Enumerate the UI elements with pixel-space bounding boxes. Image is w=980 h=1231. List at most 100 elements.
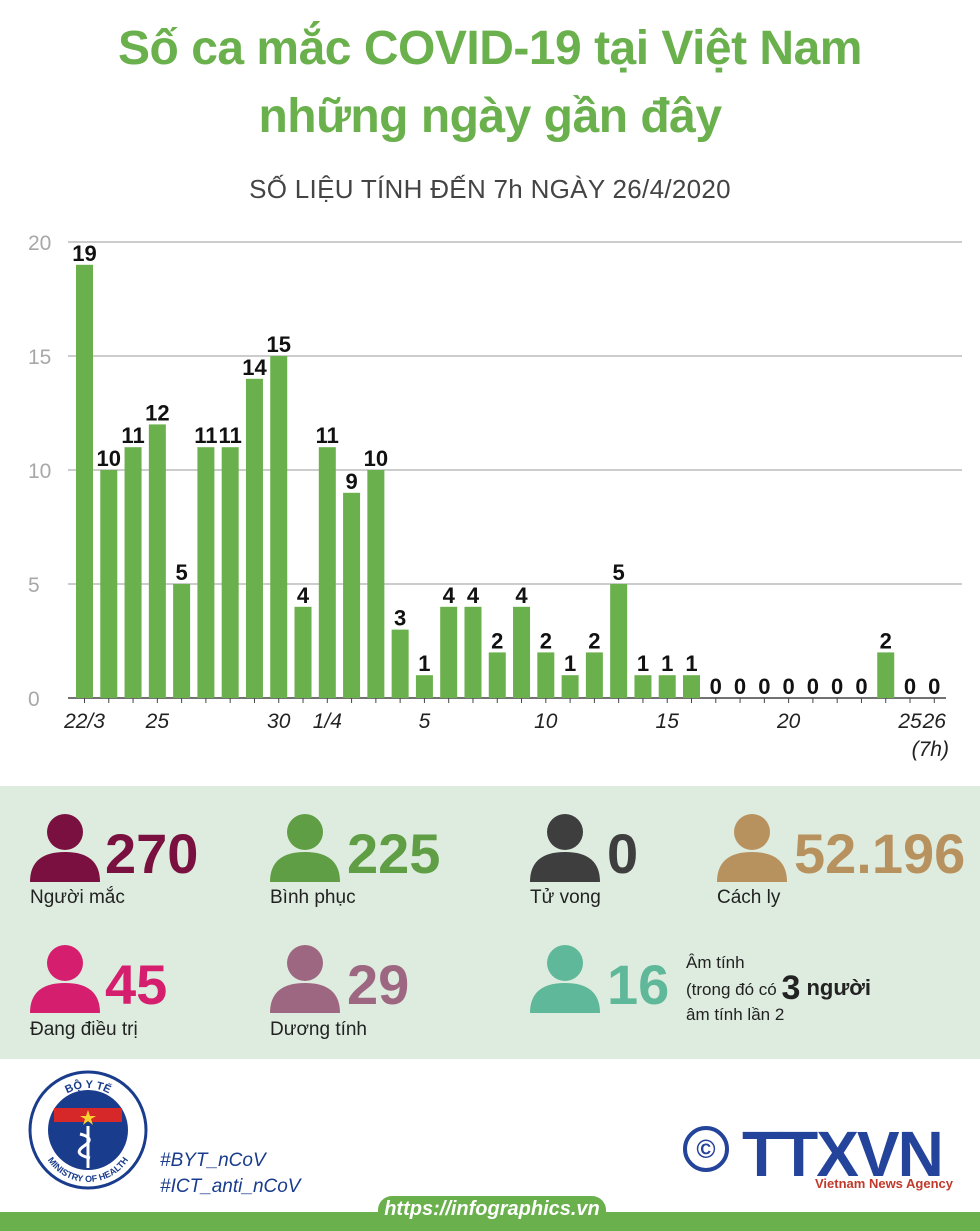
bar-value-label: 1 [661, 651, 673, 676]
stat-positive-value: 29 [347, 953, 410, 1016]
ministry-of-health-logo: BỘ Y TẾ MINISTRY OF HEALTH [28, 1070, 148, 1190]
bar-value-label: 0 [928, 674, 940, 699]
x-tick-label: 20 [776, 710, 801, 733]
x-tick-label: 15 [656, 710, 680, 733]
url-tab [378, 1196, 606, 1231]
negative-label: Âm tính [686, 953, 745, 972]
bar [513, 606, 531, 698]
bar [173, 584, 191, 698]
bar [877, 652, 895, 698]
bar-value-label: 1 [564, 651, 576, 676]
bar-value-label: 0 [855, 674, 867, 699]
bar [415, 675, 433, 698]
bar-value-label: 15 [266, 332, 290, 357]
x-tick-label: 10 [534, 710, 558, 733]
x-tick-label: 25 [897, 710, 922, 733]
stat-negative-note: Âm tính (trong đó có 3 người âm tính lần… [686, 950, 871, 1027]
hashtags: #BYT_nCoV #ICT_anti_nCoV [160, 1148, 300, 1200]
bar [124, 447, 142, 698]
bar [683, 675, 700, 698]
y-tick-label: 15 [28, 346, 51, 369]
stat-positive-label: Dương tính [270, 1019, 368, 1040]
x-tick-label: 26 [922, 710, 947, 733]
bar-value-label: 19 [72, 241, 96, 266]
stat-deaths-label: Tử vong [530, 887, 601, 908]
x-tick-label: 25 [145, 710, 170, 733]
bar-value-label: 2 [880, 628, 892, 653]
bar-value-label: 2 [588, 628, 600, 653]
agency-subtitle: Vietnam News Agency [815, 1176, 953, 1191]
bar [76, 264, 93, 698]
stats-panel [0, 786, 980, 1059]
stat-treating-value: 45 [105, 953, 168, 1016]
x-tick-label: 22/3 [63, 710, 105, 733]
bar-value-label: 1 [637, 651, 649, 676]
bar [197, 447, 215, 698]
hashtag-byt: #BYT_nCoV [160, 1150, 266, 1171]
stat-recovered-value: 225 [347, 822, 441, 885]
stat-recovered-label: Bình phục [270, 887, 356, 908]
x-tick-note: (7h) [912, 738, 949, 761]
bar-value-label: 9 [345, 469, 357, 494]
negative-note-line3: âm tính lần 2 [686, 1005, 785, 1024]
bar [245, 378, 263, 698]
bar-value-label: 0 [758, 674, 770, 699]
bar [343, 492, 361, 698]
stat-quarantine-label: Cách ly [717, 887, 781, 908]
y-tick-label: 10 [28, 460, 51, 483]
y-tick-label: 20 [28, 232, 51, 255]
bar [367, 470, 385, 698]
source-url[interactable]: https://infographics.vn [384, 1198, 600, 1220]
bar [561, 675, 579, 698]
stat-infected-label: Người mắc [30, 887, 125, 908]
bar [391, 629, 409, 698]
bar-value-label: 0 [782, 674, 794, 699]
person-icon [530, 814, 600, 882]
bar-value-label: 5 [175, 560, 187, 585]
stat-quarantine-value: 52.196 [794, 822, 966, 885]
bar-value-label: 4 [467, 583, 480, 608]
bar-value-label: 4 [297, 583, 310, 608]
bar [294, 606, 312, 698]
bar-value-label: 0 [904, 674, 916, 699]
bar-value-label: 10 [97, 446, 121, 471]
subtitle: SỐ LIỆU TÍNH ĐẾN 7h NGÀY 26/4/2020 [249, 174, 731, 204]
bar-value-label: 10 [364, 446, 388, 471]
bar [537, 652, 555, 698]
person-icon [270, 945, 340, 1013]
x-tick-label: 5 [419, 710, 431, 733]
y-tick-label: 0 [28, 688, 40, 711]
bar-value-label: 11 [219, 423, 242, 448]
negative-note-line2: (trong đó có 3 người [686, 969, 872, 1007]
bar-value-label: 14 [242, 355, 267, 380]
bar-value-label: 2 [540, 628, 552, 653]
person-icon [717, 814, 787, 882]
stat-infected-value: 270 [105, 822, 199, 885]
bar [610, 584, 628, 698]
title-line-2: những ngày gần đây [258, 90, 722, 143]
agency-logo: TTXVN [742, 1118, 944, 1190]
bar [440, 606, 458, 698]
bar [658, 675, 676, 698]
x-tick-label: 30 [267, 710, 291, 733]
bar-value-label: 11 [121, 423, 144, 448]
title-line-1: Số ca mắc COVID-19 tại Việt Nam [118, 22, 862, 75]
bar [634, 675, 652, 698]
stat-treating-label: Đang điều trị [30, 1019, 138, 1040]
bar-value-label: 1 [418, 651, 430, 676]
bar-value-label: 11 [194, 423, 217, 448]
bar-value-label: 4 [443, 583, 456, 608]
bar-value-label: 12 [145, 400, 169, 425]
bar [488, 652, 506, 698]
bar [318, 447, 336, 698]
y-tick-label: 5 [28, 574, 40, 597]
person-icon [530, 945, 600, 1013]
hashtag-ict: #ICT_anti_nCoV [160, 1176, 301, 1197]
person-icon [30, 945, 100, 1013]
stat-negative-value: 16 [607, 953, 670, 1016]
bar [100, 470, 118, 698]
bar [148, 424, 166, 698]
bar [585, 652, 603, 698]
person-icon [30, 814, 100, 882]
